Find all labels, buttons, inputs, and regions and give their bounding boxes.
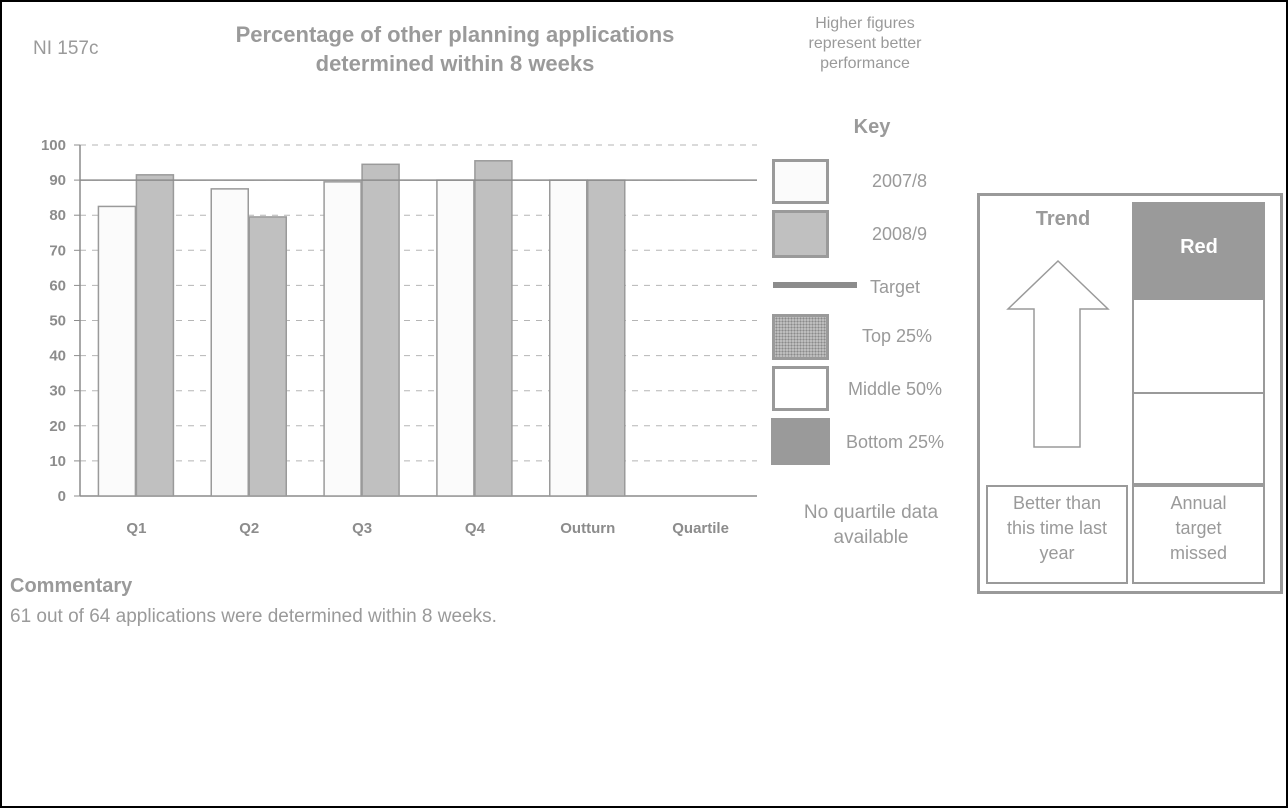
key-label-bottom-25: Bottom 25% xyxy=(846,432,945,452)
status-caption-line-2: target xyxy=(1175,518,1222,538)
y-tick-label: 50 xyxy=(49,313,66,330)
bar-2007-8-q3 xyxy=(323,181,362,497)
chart-title: Percentage of other planning application… xyxy=(170,20,740,78)
trend-label: Trend xyxy=(1035,208,1091,230)
bar-2008-9-q4 xyxy=(474,160,513,497)
bar-2007-8-q4 xyxy=(436,179,475,497)
status-cell-amber xyxy=(1132,298,1265,394)
commentary-title: Commentary xyxy=(10,575,133,597)
bar-2007-8-outturn xyxy=(549,179,588,497)
y-tick-label: 10 xyxy=(49,453,66,470)
key-label-2007-8: 2007/8 xyxy=(872,171,928,191)
key-label-middle-50: Middle 50% xyxy=(848,379,943,399)
bar-chart: 0 10 20 30 40 50 60 70 80 90 100 Q1 Q2 Q3 Q4 Outturn Qua… xyxy=(41,137,757,537)
status-caption-line-3: missed xyxy=(1169,543,1227,563)
bar-2008-9-q2 xyxy=(248,216,287,497)
key-swatch-2008-9 xyxy=(772,210,829,258)
performance-note-line-2: represent better xyxy=(808,35,922,52)
trend-caption: Better than this time last year xyxy=(986,485,1128,584)
performance-note-line-1: Higher figures xyxy=(815,15,915,32)
chart-title-line-1: Percentage of other planning application… xyxy=(235,22,675,47)
y-tick-label: 0 xyxy=(58,488,66,505)
status-caption-line-1: Annual xyxy=(1170,493,1227,513)
commentary-text: 61 out of 64 applications were determine… xyxy=(10,606,497,627)
indicator-code: NI 157c xyxy=(33,38,99,59)
trend-caption-line-1: Better than xyxy=(1012,493,1102,513)
status-cell-green xyxy=(1132,392,1265,485)
status-caption: Annual target missed xyxy=(1132,485,1265,584)
trend-caption-line-3: year xyxy=(1039,543,1075,563)
bar-2008-9-outturn xyxy=(587,179,626,497)
no-quartile-note: No quartile data available xyxy=(776,500,966,550)
key-label-target: Target xyxy=(870,277,921,297)
key-label-2008-9: 2008/9 xyxy=(872,224,928,244)
x-tick-label: Quartile xyxy=(672,520,729,537)
y-tick-label: 30 xyxy=(49,383,66,400)
key-label-top-25: Top 25% xyxy=(862,326,933,346)
performance-note-line-3: performance xyxy=(820,55,910,72)
trend-up-arrow-icon xyxy=(1006,259,1110,448)
no-quartile-line-1: No quartile data xyxy=(803,502,939,523)
key-swatch-bottom-25 xyxy=(771,418,830,465)
x-tick-label: Q1 xyxy=(126,520,146,537)
y-tick-label: 40 xyxy=(49,348,66,365)
bar-2008-9-q1 xyxy=(135,174,175,497)
y-tick-label: 60 xyxy=(49,277,66,294)
y-tick-label: 100 xyxy=(41,137,66,154)
trend-caption-line-2: this time last xyxy=(1006,518,1108,538)
y-tick-label: 70 xyxy=(49,242,66,259)
x-tick-label: Outturn xyxy=(560,520,615,537)
bar-2007-8-q1 xyxy=(97,205,137,497)
status-cell-red xyxy=(1132,202,1265,300)
performance-note: Higher figures represent better performa… xyxy=(770,14,960,74)
key-swatch-2007-8 xyxy=(772,159,829,204)
y-tick-label: 90 xyxy=(49,172,66,189)
chart-title-line-2: determined within 8 weeks xyxy=(315,51,595,76)
y-tick-label: 20 xyxy=(49,418,66,435)
bar-2008-9-q3 xyxy=(361,163,400,497)
performance-summary-panel xyxy=(977,193,1283,594)
key-swatch-top-25 xyxy=(772,314,829,360)
key-swatch-middle-50 xyxy=(772,366,829,411)
x-tick-label: Q3 xyxy=(352,520,372,537)
no-quartile-line-2: available xyxy=(833,527,909,548)
key-swatch-target xyxy=(773,282,857,288)
x-tick-label: Q2 xyxy=(239,520,259,537)
bar-2007-8-q2 xyxy=(210,188,249,497)
x-tick-label: Q4 xyxy=(465,520,486,537)
status-label: Red xyxy=(1180,236,1218,258)
key-title: Key xyxy=(853,116,891,138)
y-tick-label: 80 xyxy=(49,207,66,224)
